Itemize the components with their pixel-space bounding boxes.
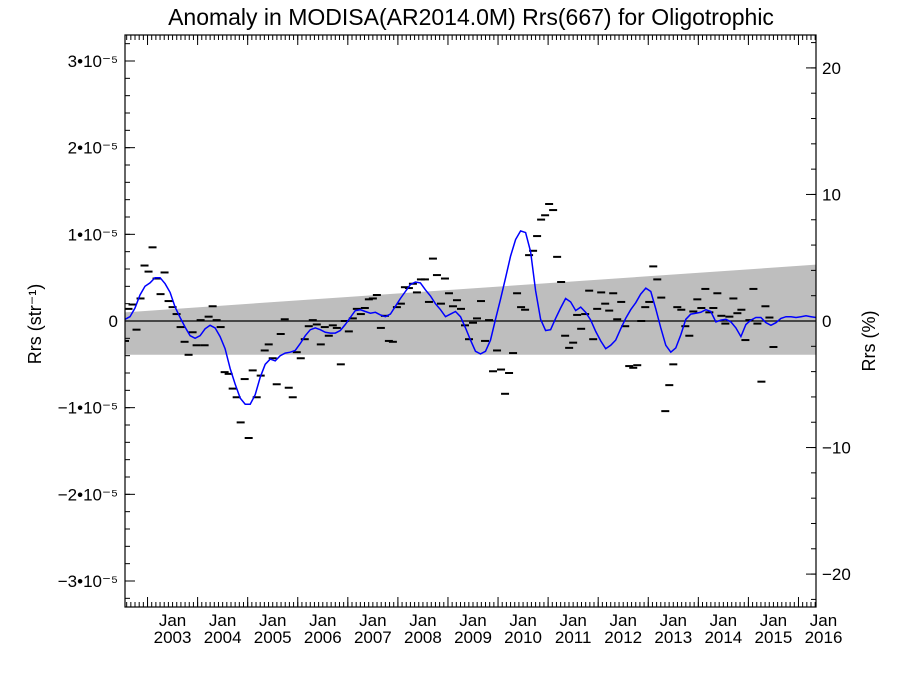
y-left-tick-label-0: 3•10⁻⁵ bbox=[68, 52, 118, 71]
y-left-tick-label-6: −3•10⁻⁵ bbox=[58, 572, 118, 591]
x-tick-month-7: Jan bbox=[509, 611, 536, 630]
x-tick-month-12: Jan bbox=[760, 611, 787, 630]
x-tick-month-11: Jan bbox=[710, 611, 737, 630]
y-left-tick-label-1: 2•10⁻⁵ bbox=[68, 139, 118, 158]
y-right-tick-label-2: 0 bbox=[822, 312, 831, 331]
x-tick-month-1: Jan bbox=[209, 611, 236, 630]
x-tick-year-9: 2012 bbox=[604, 628, 642, 647]
x-tick-year-2: 2005 bbox=[254, 628, 292, 647]
x-tick-year-7: 2010 bbox=[504, 628, 542, 647]
labels: 3•10⁻⁵ 2•10⁻⁵ 1•10⁻⁵ 0 −1•10⁻⁵ −2•10⁻⁵ −3•10⁻⁵… bbox=[58, 52, 851, 647]
x-tick-month-2: Jan bbox=[259, 611, 286, 630]
y-right-tick-label-3: −10 bbox=[822, 439, 851, 458]
x-tick-year-12: 2015 bbox=[755, 628, 793, 647]
y-left-tick-label-5: −2•10⁻⁵ bbox=[58, 485, 118, 504]
x-tick-month-0: Jan bbox=[159, 611, 186, 630]
x-tick-year-8: 2011 bbox=[555, 628, 592, 647]
x-tick-month-3: Jan bbox=[309, 611, 336, 630]
x-tick-month-9: Jan bbox=[610, 611, 637, 630]
x-tick-year-5: 2008 bbox=[404, 628, 442, 647]
y-left-tick-label-3: 0 bbox=[109, 312, 118, 331]
x-tick-year-1: 2004 bbox=[204, 628, 242, 647]
y-axis-label-right: Rrs (%) bbox=[859, 311, 879, 372]
confidence-band bbox=[125, 264, 816, 355]
x-tick-year-13: 2016 bbox=[805, 628, 843, 647]
x-tick-year-4: 2007 bbox=[354, 628, 392, 647]
y-right-tick-label-4: −20 bbox=[822, 565, 851, 584]
chart-title: Anomaly in MODISA(AR2014.0M) Rrs(667) fo… bbox=[168, 4, 774, 30]
x-tick-year-6: 2009 bbox=[454, 628, 492, 647]
x-tick-year-11: 2014 bbox=[704, 628, 742, 647]
x-tick-month-13: Jan bbox=[810, 611, 837, 630]
axes bbox=[124, 34, 817, 608]
x-tick-month-10: Jan bbox=[660, 611, 687, 630]
x-tick-month-5: Jan bbox=[409, 611, 436, 630]
y-right-tick-label-1: 10 bbox=[822, 185, 841, 204]
y-right-tick-label-0: 20 bbox=[822, 59, 841, 78]
y-left-tick-label-2: 1•10⁻⁵ bbox=[68, 225, 118, 244]
x-tick-year-10: 2013 bbox=[654, 628, 692, 647]
y-axis-label-left: Rrs (str⁻¹) bbox=[25, 284, 45, 364]
plot-area bbox=[125, 203, 816, 439]
x-tick-year-0: 2003 bbox=[154, 628, 192, 647]
y-left-tick-label-4: −1•10⁻⁵ bbox=[58, 399, 118, 418]
x-tick-month-8: Jan bbox=[559, 611, 586, 630]
x-tick-month-6: Jan bbox=[459, 611, 486, 630]
x-tick-month-4: Jan bbox=[359, 611, 386, 630]
smoothed-series-line bbox=[125, 229, 816, 405]
x-tick-year-3: 2006 bbox=[304, 628, 342, 647]
